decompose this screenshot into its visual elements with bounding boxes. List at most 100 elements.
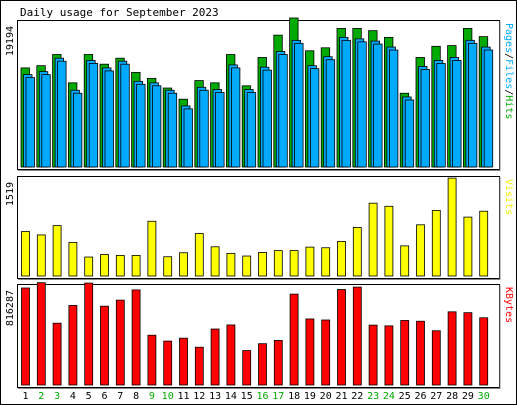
panel-kbytes-bar-kbytes-day-27 [431, 330, 441, 386]
panel-visits-legend-item-0: Visits [503, 179, 514, 215]
panel-hits-bar-pages-day-23 [373, 43, 383, 168]
x-tick-label-day-8: 8 [133, 391, 139, 402]
panel-hits-bar-pages-day-19 [309, 68, 320, 168]
panel-visits-bar-visits-day-2 [36, 234, 46, 277]
panel-visits-bar-visits-day-19 [305, 246, 315, 277]
panel-visits-bar-visits-day-15 [242, 255, 252, 277]
panel-kbytes-bar-kbytes-day-10 [163, 340, 173, 386]
chart-title: Daily usage for September 2023 [20, 6, 219, 19]
panel-hits-legend-item-4: Hits [503, 95, 514, 119]
panel-hits-bar-pages-day-1 [25, 77, 35, 168]
panel-visits-bar-visits-day-25 [400, 245, 410, 277]
panel-hits-bar-pages-day-3 [57, 60, 67, 168]
panel-hits-bar-pages-day-18 [294, 42, 304, 168]
panel-kbytes-bar-kbytes-day-26 [416, 320, 425, 386]
x-tick-label-day-17: 17 [272, 391, 284, 402]
x-tick-label-day-3: 3 [54, 391, 60, 402]
panel-kbytes-bar-kbytes-day-21 [337, 289, 346, 386]
panel-hits-bar-pages-day-5 [88, 63, 99, 168]
x-tick-label-day-6: 6 [101, 391, 107, 402]
panel-visits-bar-visits-day-26 [416, 224, 425, 277]
x-tick-label-day-4: 4 [70, 391, 76, 402]
x-tick-label-day-16: 16 [256, 391, 268, 402]
panel-kbytes-bar-kbytes-day-15 [242, 350, 252, 386]
panel-kbytes-legend: KBytes [503, 287, 514, 323]
panel-visits-bar-visits-day-22 [352, 226, 362, 277]
panel-visits-bar-visits-day-20 [321, 247, 331, 277]
panel-hits-legend-item-0: Pages [503, 23, 514, 53]
panel-visits-bar-visits-day-3 [52, 225, 62, 277]
panel-hits-bar-pages-day-7 [120, 63, 130, 168]
panel-visits-bar-visits-day-24 [384, 205, 394, 277]
panel-kbytes-bar-kbytes-day-7 [115, 299, 125, 386]
x-tick-label-day-21: 21 [335, 391, 347, 402]
panel-visits-bar-visits-day-23 [368, 202, 378, 277]
x-tick-label-day-10: 10 [162, 391, 174, 402]
panel-hits-ytick-label: 19194 [5, 26, 16, 56]
panel-visits-bar-visits-day-29 [463, 216, 473, 277]
panel-hits-legend-item-2: Files [503, 59, 514, 89]
panel-hits-bar-pages-day-8 [136, 83, 146, 168]
panel-hits-bar-pages-day-16 [262, 69, 272, 168]
panel-kbytes-bar-kbytes-day-13 [210, 328, 220, 386]
x-tick-label-day-1: 1 [22, 391, 28, 402]
panel-visits-bar-visits-day-21 [337, 241, 346, 277]
panel-visits-bar-visits-day-9 [147, 220, 157, 277]
panel-kbytes-bar-kbytes-day-23 [368, 324, 378, 386]
x-tick-label-day-20: 20 [320, 391, 332, 402]
panel-kbytes-bar-kbytes-day-24 [384, 325, 394, 386]
panel-hits-bar-pages-day-13 [215, 92, 225, 168]
panel-visits-bar-visits-day-17 [273, 250, 283, 277]
panel-hits-bar-pages-day-26 [420, 69, 430, 168]
panel-hits-bar-pages-day-10 [167, 92, 178, 168]
panel-kbytes-bar-kbytes-day-19 [305, 318, 315, 386]
panel-visits-bar-visits-day-14 [226, 252, 236, 277]
x-tick-label-day-9: 9 [149, 391, 155, 402]
panel-hits-bar-pages-day-17 [278, 54, 288, 168]
panel-kbytes-bar-kbytes-day-29 [463, 312, 473, 386]
panel-kbytes-bar-kbytes-day-18 [289, 293, 299, 386]
panel-hits-bar-pages-day-24 [388, 49, 399, 168]
panel-hits-bar-pages-day-2 [41, 74, 51, 168]
panel-visits-bar-visits-day-13 [210, 246, 220, 277]
x-tick-label-day-15: 15 [241, 391, 253, 402]
panel-visits-bar-visits-day-28 [447, 177, 457, 277]
x-tick-label-day-7: 7 [117, 391, 123, 402]
panel-hits-bar-pages-day-15 [246, 92, 257, 168]
panel-kbytes-bar-kbytes-day-20 [321, 319, 331, 386]
panel-kbytes-bar-kbytes-day-9 [147, 334, 157, 386]
panel-kbytes-bar-kbytes-day-12 [194, 346, 204, 386]
panel-kbytes-bar-kbytes-day-16 [258, 343, 267, 386]
panel-visits-bar-visits-day-30 [479, 210, 489, 277]
panel-visits-bar-visits-day-11 [179, 252, 188, 277]
x-tick-label-day-18: 18 [288, 391, 300, 402]
panel-visits-bar-visits-day-7 [115, 255, 125, 277]
panel-hits-legend-item-1: / [503, 53, 514, 59]
x-tick-label-day-24: 24 [383, 391, 395, 402]
panel-hits-bar-pages-day-29 [467, 42, 478, 168]
panel-visits-bar-visits-day-18 [289, 250, 299, 277]
panel-hits-bar-pages-day-30 [483, 49, 494, 168]
panel-visits-bar-visits-day-6 [100, 254, 109, 277]
panel-kbytes-bar-kbytes-day-4 [68, 305, 78, 386]
panel-kbytes-bar-kbytes-day-22 [352, 286, 362, 386]
panel-kbytes-bar-kbytes-day-30 [479, 317, 489, 386]
panel-kbytes-bar-kbytes-day-25 [400, 320, 410, 386]
x-tick-label-day-12: 12 [193, 391, 205, 402]
panel-kbytes-legend-item-0: KBytes [503, 287, 514, 323]
panel-hits-bar-pages-day-28 [452, 60, 462, 168]
panel-visits-bar-visits-day-12 [194, 233, 204, 277]
panel-visits-legend: Visits [503, 179, 514, 215]
panel-hits-legend: Pages/Files/Hits [503, 23, 514, 119]
panel-kbytes-bar-kbytes-day-6 [100, 305, 109, 386]
panel-hits-bar-pages-day-21 [341, 39, 351, 168]
panel-hits-bar-pages-day-4 [73, 92, 83, 168]
x-tick-label-day-27: 27 [430, 391, 442, 402]
panel-kbytes-bar-kbytes-day-11 [179, 337, 188, 386]
x-tick-label-day-30: 30 [478, 391, 490, 402]
panel-hits-bar-pages-day-25 [404, 99, 415, 168]
panel-hits-legend-item-3: / [503, 89, 514, 95]
panel-kbytes-bar-kbytes-day-17 [273, 340, 283, 386]
panel-visits-bar-visits-day-27 [431, 210, 441, 277]
